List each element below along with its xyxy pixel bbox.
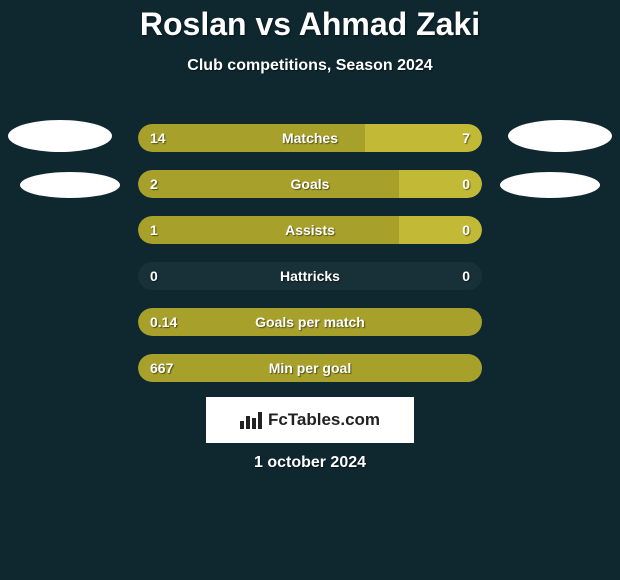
stat-row: 667Min per goal (138, 354, 482, 382)
player2-avatar-bottom (500, 172, 600, 198)
stat-row: 20Goals (138, 170, 482, 198)
stat-label: Goals (138, 170, 482, 198)
stat-row: 10Assists (138, 216, 482, 244)
stat-row: 0.14Goals per match (138, 308, 482, 336)
player1-avatar-top (8, 120, 112, 152)
fctables-logo: FcTables.com (206, 397, 414, 443)
player1-avatar-bottom (20, 172, 120, 198)
stat-row: 147Matches (138, 124, 482, 152)
stat-label: Goals per match (138, 308, 482, 336)
stat-row: 00Hattricks (138, 262, 482, 290)
page-title: Roslan vs Ahmad Zaki (0, 0, 620, 43)
stat-label: Matches (138, 124, 482, 152)
stat-label: Assists (138, 216, 482, 244)
chart-icon (240, 411, 262, 429)
subtitle: Club competitions, Season 2024 (0, 57, 620, 75)
player2-avatar-top (508, 120, 612, 152)
stat-label: Hattricks (138, 262, 482, 290)
date-label: 1 october 2024 (0, 454, 620, 472)
stats-chart: 147Matches 20Goals 10Assists 00Hattricks 0.1… (138, 124, 482, 400)
stat-label: Min per goal (138, 354, 482, 382)
logo-text: FcTables.com (268, 410, 380, 430)
